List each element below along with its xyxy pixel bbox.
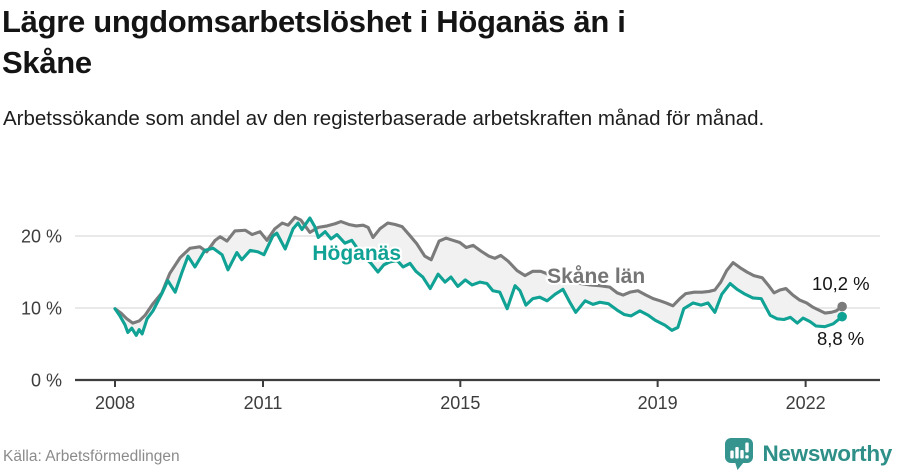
brand-text: Newsworthy [762,441,892,466]
x-tick-label: 2008 [95,393,135,413]
end-dot-sk-ne-l-n [837,301,847,312]
line-sk-ne-l-n [113,215,844,325]
source-text: Källa: Arbetsförmedlingen [3,448,180,465]
y-tick-label: 0 % [31,371,62,391]
line-h-gan-s [113,216,844,337]
series-band [115,217,843,336]
newsworthy-logo-icon [725,438,754,470]
y-tick-label: 20 % [21,227,62,247]
unemployment-line-chart: 2008 2011 2015 2019 2022 0 % 10 % 20 % Skåne län… [21,215,880,413]
page-title: Lägre ungdomsarbetslöshet i Höganäs än i… [2,4,626,80]
series-label-h-gan-s: Höganäs [312,242,401,265]
x-tick-label: 2019 [638,393,678,413]
x-tick-label: 2015 [440,393,480,413]
series-label-sk-ne-l-n: Skåne län [547,265,645,288]
end-dot-h-gan-s [837,311,847,322]
end-value-label-h-gan-s: 8,8 % [817,328,864,349]
y-tick-label: 10 % [21,299,62,319]
end-value-label-sk-ne-l-n: 10,2 % [812,273,870,294]
page-subtitle: Arbetssökande som andel av den registerb… [3,107,765,130]
x-tick-label: 2022 [786,393,826,413]
x-tick-label: 2011 [244,393,283,413]
newsworthy-logo: Newsworthy [724,437,892,471]
